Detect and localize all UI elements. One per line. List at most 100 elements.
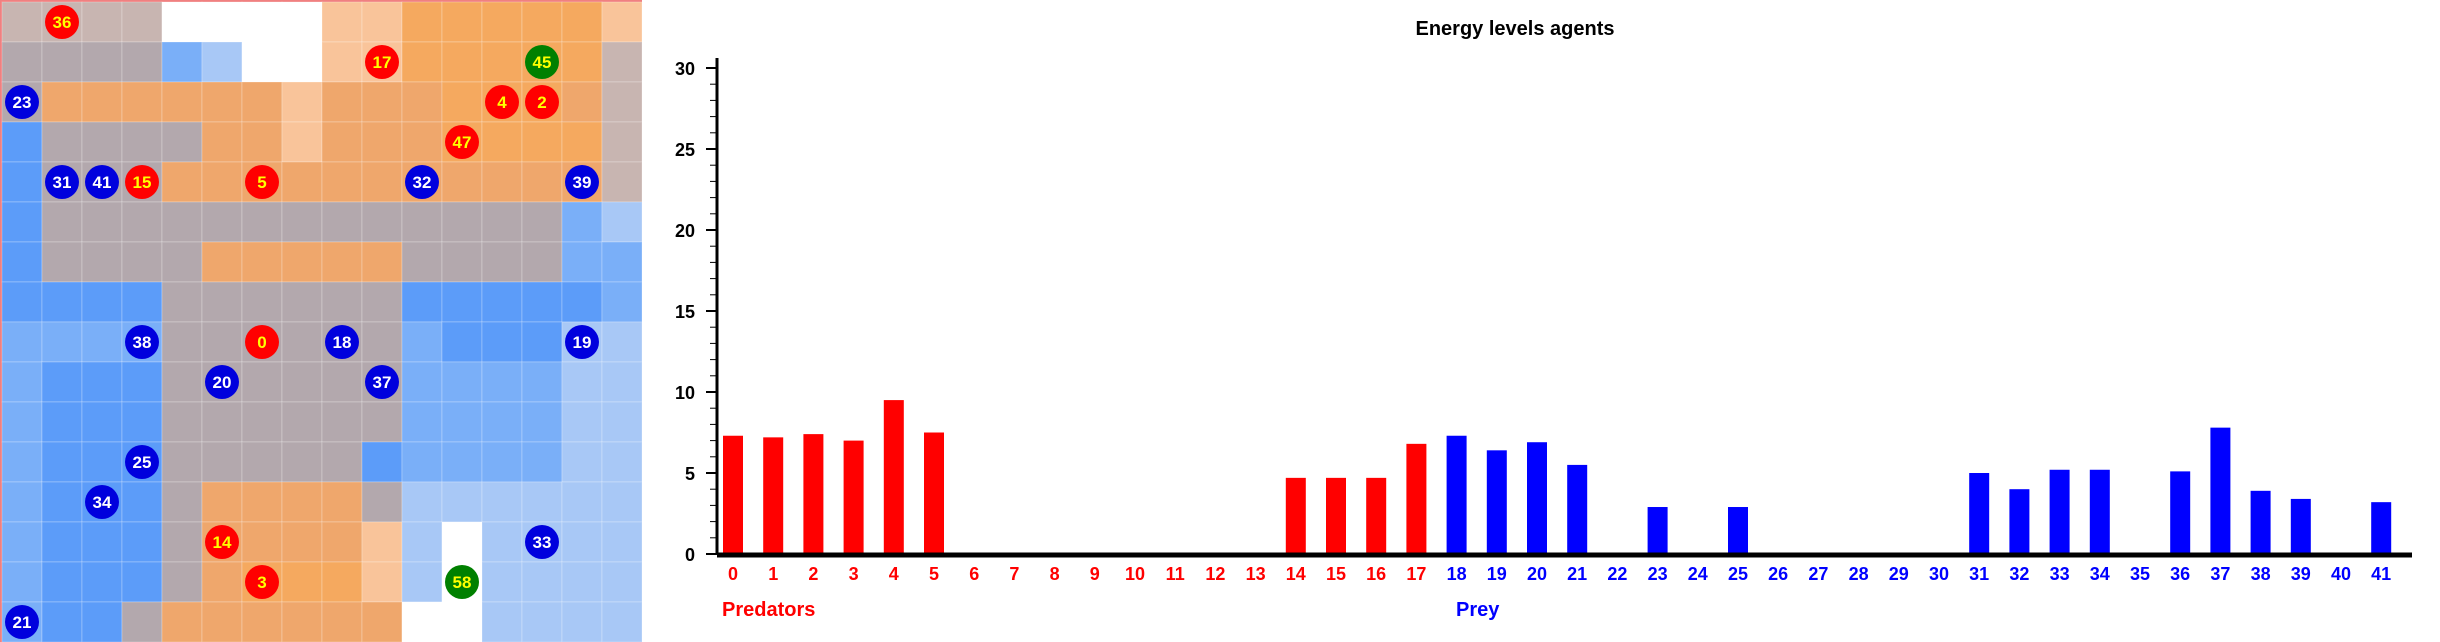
grid-cell bbox=[481, 161, 523, 203]
x-tick-label: 7 bbox=[1009, 564, 1019, 584]
grid-cell bbox=[441, 281, 483, 323]
bar-agent-20 bbox=[1527, 442, 1547, 554]
grid-cell bbox=[601, 161, 642, 203]
prey-marker bbox=[5, 85, 39, 119]
prey-marker bbox=[45, 165, 79, 199]
grid-cell bbox=[161, 441, 203, 483]
x-tick-label: 36 bbox=[2170, 564, 2190, 584]
grid-cell bbox=[81, 201, 123, 243]
predator-marker bbox=[365, 45, 399, 79]
grid-cell bbox=[281, 521, 323, 563]
prey-agent-41: 41 bbox=[85, 165, 119, 199]
plant-marker bbox=[445, 565, 479, 599]
grid-cell bbox=[601, 481, 642, 523]
grid-cell bbox=[281, 41, 323, 83]
agent-id-label: 3 bbox=[257, 573, 266, 592]
grid-cell bbox=[41, 41, 83, 83]
bar-agent-21 bbox=[1567, 464, 1588, 554]
x-tick-label: 16 bbox=[1366, 564, 1386, 584]
grid-cell bbox=[361, 601, 403, 642]
predator-agent-0: 0 bbox=[245, 325, 279, 359]
bar-agent-5 bbox=[924, 432, 944, 554]
grid-cell bbox=[1, 521, 43, 563]
prey-marker bbox=[205, 365, 239, 399]
bar-agent-14 bbox=[1285, 477, 1306, 554]
x-tick-label: 5 bbox=[929, 564, 939, 584]
agent-id-label: 32 bbox=[413, 173, 432, 192]
grid-cell bbox=[281, 121, 323, 163]
x-tick-label: 28 bbox=[1849, 564, 1869, 584]
agent-id-label: 45 bbox=[533, 53, 552, 72]
legend-prey: Prey bbox=[1456, 599, 1500, 621]
predator-marker bbox=[245, 165, 279, 199]
x-tick-label: 17 bbox=[1406, 564, 1426, 584]
grid-cell bbox=[481, 441, 523, 483]
predator-agent-5: 5 bbox=[245, 165, 279, 199]
x-tick-label: 3 bbox=[849, 564, 859, 584]
bar-agent-1 bbox=[763, 437, 784, 554]
agent-id-label: 19 bbox=[573, 333, 592, 352]
grid-cell bbox=[441, 81, 483, 123]
prey-agent-31: 31 bbox=[45, 165, 79, 199]
grid-cell bbox=[1, 241, 43, 283]
grid-cell bbox=[121, 281, 163, 323]
grid-cell bbox=[1, 41, 43, 83]
x-tick-label: 10 bbox=[1125, 564, 1145, 584]
grid-cell bbox=[481, 201, 523, 243]
grid-cell bbox=[81, 361, 123, 403]
y-axis: 0 5 10 15 20 25 30 bbox=[675, 58, 719, 565]
grid-cell bbox=[321, 1, 363, 43]
grid-cell bbox=[401, 481, 443, 523]
predator-marker bbox=[485, 85, 519, 119]
grid-cell bbox=[281, 161, 323, 203]
x-tick-label: 39 bbox=[2291, 564, 2311, 584]
grid-cell bbox=[1, 361, 43, 403]
grid-cell bbox=[81, 281, 123, 323]
grid-cell bbox=[361, 1, 403, 43]
grid-cell bbox=[161, 361, 203, 403]
grid-cell bbox=[121, 561, 163, 603]
grid-cell bbox=[241, 121, 283, 163]
grid-cell bbox=[601, 321, 642, 363]
prey-marker bbox=[85, 165, 119, 199]
predator-marker bbox=[45, 5, 79, 39]
prey-agent-38: 38 bbox=[125, 325, 159, 359]
grid-cell bbox=[281, 481, 323, 523]
x-tick-label: 22 bbox=[1607, 564, 1627, 584]
grid-cell bbox=[601, 121, 642, 163]
prey-agent-33: 33 bbox=[525, 525, 559, 559]
x-tick-label: 20 bbox=[1527, 564, 1547, 584]
bar-agent-4 bbox=[883, 400, 904, 554]
grid-cell bbox=[161, 321, 203, 363]
grid-cell bbox=[201, 441, 243, 483]
y-tick-label: 5 bbox=[685, 464, 695, 484]
grid-cell bbox=[441, 361, 483, 403]
grid-cell bbox=[281, 561, 323, 603]
grid-cell bbox=[201, 481, 243, 523]
grid-cell bbox=[281, 401, 323, 443]
prey-marker bbox=[365, 365, 399, 399]
grid-cell bbox=[481, 1, 523, 43]
grid-cell bbox=[601, 241, 642, 283]
predator-marker bbox=[205, 525, 239, 559]
grid-cell bbox=[401, 401, 443, 443]
grid-cell bbox=[121, 361, 163, 403]
grid-cell bbox=[161, 121, 203, 163]
y-tick-label: 15 bbox=[675, 302, 695, 322]
grid-cell bbox=[521, 321, 563, 363]
bar-agent-16 bbox=[1366, 477, 1387, 554]
grid-cell bbox=[561, 121, 603, 163]
grid-cell bbox=[1, 401, 43, 443]
predator-marker bbox=[125, 165, 159, 199]
x-tick-label: 8 bbox=[1050, 564, 1060, 584]
grid-cell bbox=[401, 121, 443, 163]
prey-marker bbox=[565, 165, 599, 199]
grid-cell bbox=[561, 281, 603, 323]
grid-cell bbox=[561, 41, 603, 83]
prey-marker bbox=[5, 605, 39, 639]
predator-marker bbox=[245, 325, 279, 359]
bar-agent-34 bbox=[2089, 469, 2110, 554]
agent-id-label: 38 bbox=[133, 333, 152, 352]
x-tick-label: 19 bbox=[1487, 564, 1507, 584]
plant-agent-45: 45 bbox=[525, 45, 559, 79]
